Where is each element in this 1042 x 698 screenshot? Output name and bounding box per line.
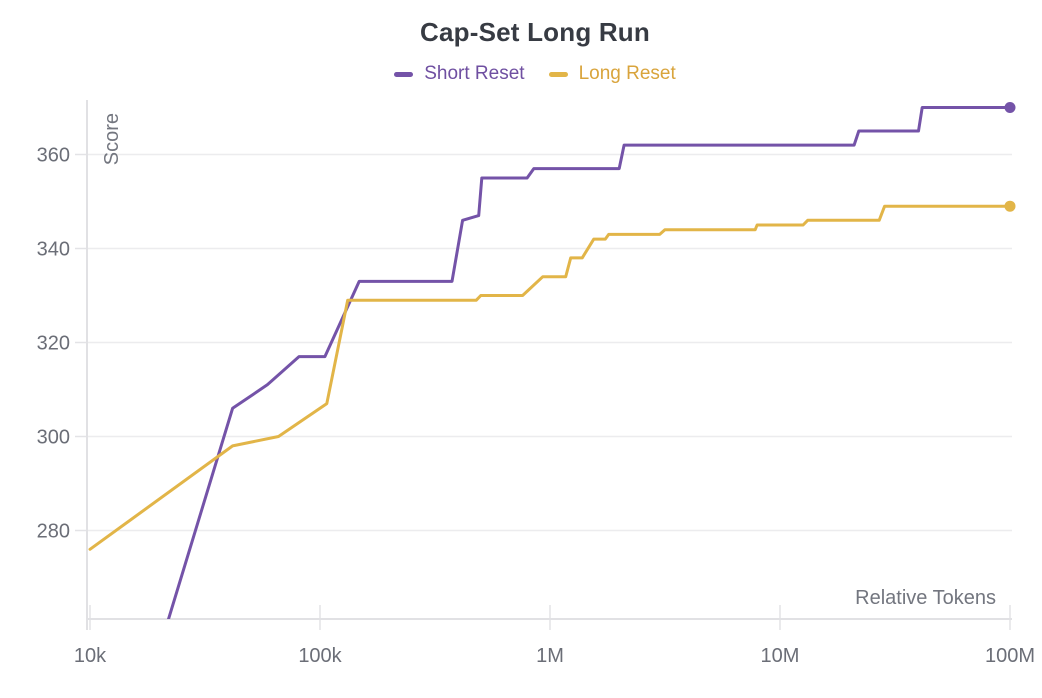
chart-title: Cap-Set Long Run xyxy=(420,17,650,47)
legend-item-long-reset[interactable]: Long Reset xyxy=(548,63,676,85)
series-end-dot-long-reset xyxy=(1004,200,1016,212)
y-tick-label: 300 xyxy=(37,426,70,448)
x-tick-label: 1M xyxy=(536,645,564,667)
legend-label: Short Reset xyxy=(424,63,525,84)
series-line-short-reset xyxy=(166,106,1012,619)
y-axis-title: Score xyxy=(101,113,123,166)
x-tick-label: 100M xyxy=(985,645,1035,667)
y-tick-label: 320 xyxy=(37,332,70,354)
legend-dash-icon xyxy=(394,71,414,77)
series-end-dot-short-reset xyxy=(1004,102,1016,113)
y-tick-label: 360 xyxy=(37,144,70,166)
y-tick-label: 340 xyxy=(37,238,70,260)
series-line-long-reset xyxy=(88,204,1012,551)
legend: Short Reset Long Reset xyxy=(14,63,1042,85)
legend-dash-icon xyxy=(548,71,568,77)
x-axis-title: Relative Tokens xyxy=(855,587,996,609)
x-tick-label: 10M xyxy=(761,645,800,667)
x-tick-label: 10k xyxy=(74,645,107,667)
y-tick-label: 280 xyxy=(37,520,70,542)
legend-label: Long Reset xyxy=(578,63,676,84)
legend-item-short-reset[interactable]: Short Reset xyxy=(394,63,525,85)
x-tick-label: 100k xyxy=(298,645,342,667)
